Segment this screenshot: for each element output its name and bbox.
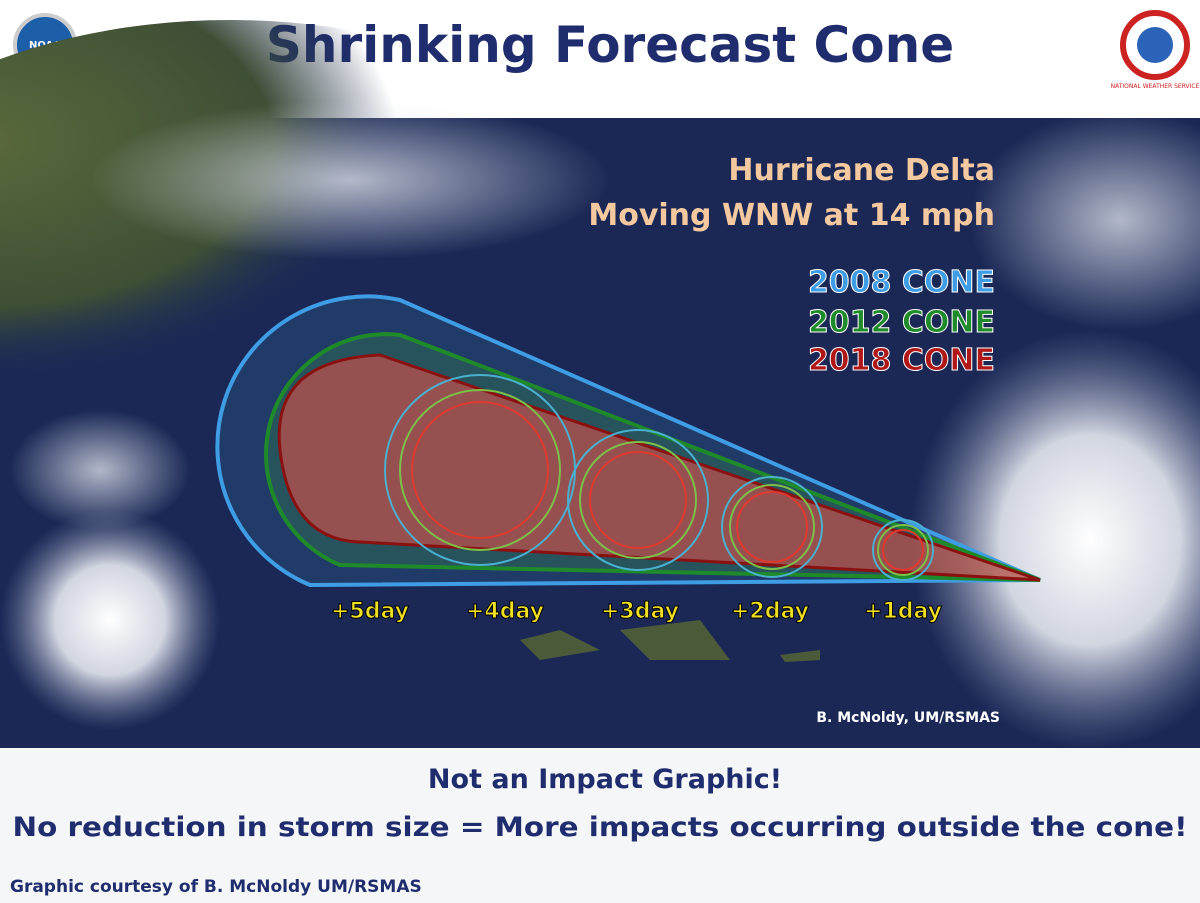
- legend-2008: 2008 CONE: [808, 265, 995, 300]
- circle-2012: [579, 441, 697, 559]
- hurricane: [910, 330, 1200, 750]
- circle-2018: [589, 451, 687, 549]
- circle-2018: [411, 401, 549, 539]
- cone-2018: [277, 353, 1041, 582]
- circle-2008: [872, 519, 934, 581]
- circle-2018: [882, 529, 924, 571]
- cloud: [90, 100, 610, 260]
- cloud: [970, 110, 1200, 330]
- legend-2018: 2018 CONE: [808, 343, 995, 378]
- circle-2018: [736, 491, 808, 563]
- map-credit: B. McNoldy, UM/RSMAS: [816, 710, 1000, 726]
- circle-2008: [567, 429, 709, 571]
- day-label: +1day: [864, 599, 942, 624]
- circle-2012: [399, 389, 561, 551]
- forecast-circles: [384, 374, 934, 581]
- legend-2012: 2012 CONE: [808, 305, 995, 340]
- storm-motion: Moving WNW at 14 mph: [588, 198, 995, 233]
- storm-info: Hurricane Delta Moving WNW at 14 mph 200…: [588, 153, 995, 379]
- day-label: +2day: [731, 599, 809, 624]
- footer-courtesy: Graphic courtesy of B. McNoldy UM/RSMAS: [10, 877, 422, 897]
- circle-2012: [877, 524, 929, 576]
- storm-name: Hurricane Delta: [728, 153, 995, 188]
- hurricane: [0, 510, 220, 730]
- circle-2012: [729, 484, 815, 570]
- nws-logo-text: NATIONAL WEATHER SERVICE: [1111, 83, 1200, 90]
- nws-logo-center: [1137, 27, 1173, 63]
- day-labels: +5day +4day +3day +2day +1day: [331, 599, 943, 625]
- day-label: +5day: [331, 599, 409, 624]
- islands: [520, 620, 820, 662]
- day-label: +4day: [466, 599, 544, 624]
- circle-2008: [721, 476, 823, 578]
- cloud: [10, 410, 190, 530]
- footer-line2: No reduction in storm size = More impact…: [13, 812, 1188, 843]
- footer-bg: [0, 748, 1200, 903]
- footer-line1: Not an Impact Graphic!: [428, 764, 782, 795]
- day-label: +3day: [601, 599, 679, 624]
